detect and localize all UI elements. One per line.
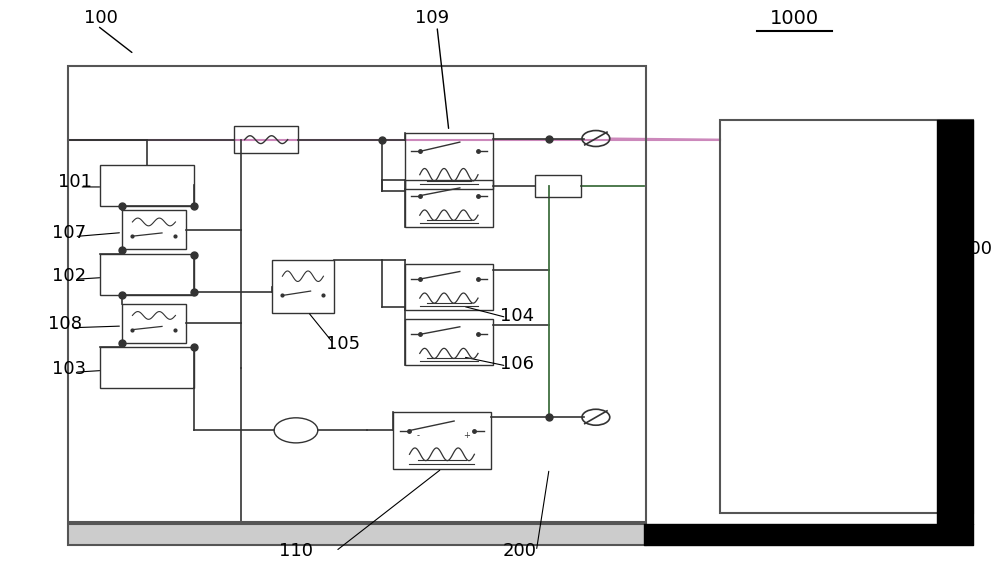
Bar (68, 66, 646, 522)
Bar (535, 175, 581, 197)
Text: 106: 106 (500, 355, 534, 373)
Text: 104: 104 (500, 307, 534, 325)
Text: 102: 102 (52, 267, 86, 285)
Text: 100: 100 (84, 9, 118, 27)
Bar (720, 120, 973, 513)
Bar (122, 304, 186, 343)
Bar (122, 210, 186, 249)
Text: 300: 300 (958, 239, 992, 258)
Bar (405, 319, 493, 365)
Text: 107: 107 (52, 223, 86, 242)
Bar (100, 254, 194, 295)
Text: 110: 110 (279, 542, 313, 560)
Bar (405, 133, 493, 189)
Text: +: + (463, 431, 470, 440)
Bar (68, 524, 646, 545)
Bar (100, 347, 194, 388)
Text: 108: 108 (48, 315, 82, 333)
Text: 109: 109 (415, 9, 449, 27)
Text: 1000: 1000 (770, 9, 819, 28)
Text: 200: 200 (502, 542, 536, 560)
Bar (234, 126, 298, 153)
Bar (100, 165, 194, 206)
Text: -: - (416, 431, 419, 440)
Bar (393, 412, 491, 469)
Text: 105: 105 (326, 335, 360, 353)
Bar (405, 264, 493, 310)
Text: 103: 103 (52, 360, 86, 378)
Text: 101: 101 (58, 173, 92, 191)
Bar (405, 180, 493, 227)
Bar (272, 260, 334, 313)
